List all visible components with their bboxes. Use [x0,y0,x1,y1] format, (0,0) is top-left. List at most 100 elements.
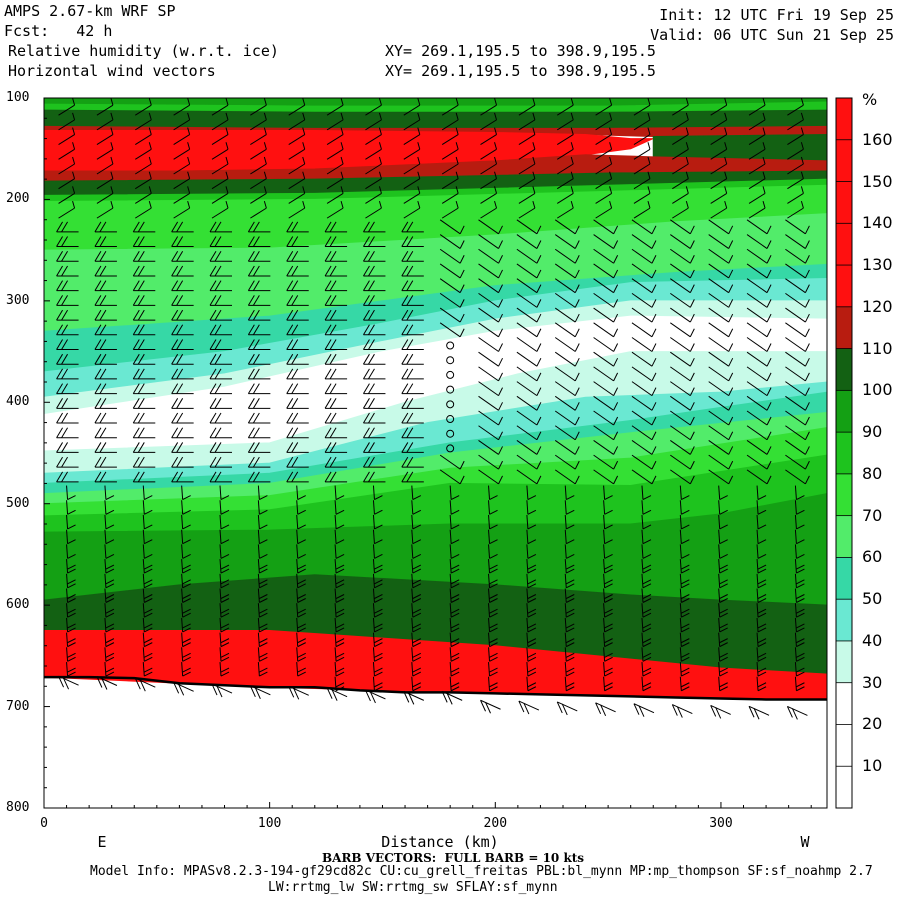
wind-barb [756,662,767,677]
wind-barb [363,221,386,233]
wind-barb [411,647,422,662]
barb-note: BARB VECTORS: FULL BARB = 10 kts [322,851,585,865]
wind-barb [516,425,542,441]
wind-barb [401,456,424,468]
wind-barb [449,514,460,530]
wind-barb [173,98,191,116]
wind-barb [718,676,728,692]
wind-barb [556,98,574,116]
xy-cross-section-2: XY= 269.1,195.5 to 398.9,195.5 [385,62,656,80]
colorbar-swatch [836,599,852,641]
wind-barb [324,324,348,336]
wind-barb [449,573,460,589]
colorbar-label: 20 [862,714,883,734]
wind-barb [526,588,537,603]
wind-barb [181,603,191,618]
wind-barb [526,514,537,530]
wind-barb [449,647,460,662]
wind-barb [324,427,348,439]
wind-barb [56,398,79,409]
wind-barb [365,171,382,190]
surface-barb [595,702,616,717]
wind-barb [363,353,386,365]
colorbar-label: 140 [862,213,893,233]
wind-barb [449,485,460,501]
colorbar-label: 120 [862,296,893,316]
wind-barb [296,544,306,559]
wind-barb [748,200,766,219]
wind-barb [641,676,652,692]
wind-barb [296,500,306,515]
wind-barb [363,368,386,380]
model-info: Model Info: MPASv8.2.3-194-gf29cd82c CU:… [90,864,873,879]
wind-barb [56,383,79,395]
wind-barb [288,142,306,160]
wind-barb [132,250,156,262]
wind-barb [756,617,767,633]
wind-barb [631,381,657,397]
wind-barb [334,647,345,662]
wind-barb [554,234,580,249]
wind-barb [142,632,153,648]
wind-barb [708,469,734,485]
wind-barb [257,500,268,515]
wind-barb [556,112,574,131]
wind-barb [181,514,191,530]
wind-barb [365,156,382,175]
wind-barb [478,278,503,294]
wind-barb [708,278,734,294]
wind-barb [603,662,613,677]
wind-barb [446,385,455,394]
wind-barb [708,263,734,279]
wind-barb [631,410,657,426]
wind-barb [631,278,657,294]
wind-barb [516,292,542,308]
colorbar-unit: % [862,90,878,109]
wind-barb [56,221,79,233]
wind-barb [441,171,459,190]
wind-barb [603,514,613,530]
wind-barb [794,529,805,545]
wind-barb [670,219,695,235]
wind-barb [708,454,734,470]
wind-barb [516,337,542,352]
wind-barb [593,337,619,352]
wind-barb [439,234,465,249]
wind-barb [219,544,230,559]
wind-barb [641,647,652,662]
x-end-label-west: W [800,833,810,851]
terrain-line [44,675,827,701]
wind-barb [746,440,772,455]
wind-barb [708,337,734,352]
wind-barb [142,647,153,662]
wind-barb [641,544,652,559]
wind-barb [603,588,613,603]
wind-barb [66,573,76,589]
wind-barb [554,307,580,323]
wind-barb [631,263,657,279]
wind-barb [96,142,114,160]
wind-barb [365,112,382,131]
wind-barb [478,234,503,249]
wind-barb [556,127,574,146]
wind-barb [593,263,619,279]
wind-barb [58,171,76,190]
wind-barb [746,219,772,235]
wind-barb [679,632,690,648]
wind-barb [326,98,344,116]
wind-barb [708,234,734,249]
wind-barb [631,292,657,308]
wind-barb [56,265,79,277]
wind-barb [401,221,424,233]
wind-barb [554,351,580,367]
wind-barb [756,514,767,530]
wind-barb [708,366,734,382]
wind-barb [679,603,690,618]
wind-barb [480,98,498,116]
wind-barb [211,142,229,160]
wind-barb [372,647,383,662]
wind-barb [324,353,348,365]
wind-barb [564,544,575,559]
wind-barb [58,200,76,219]
wind-barb [516,410,542,426]
